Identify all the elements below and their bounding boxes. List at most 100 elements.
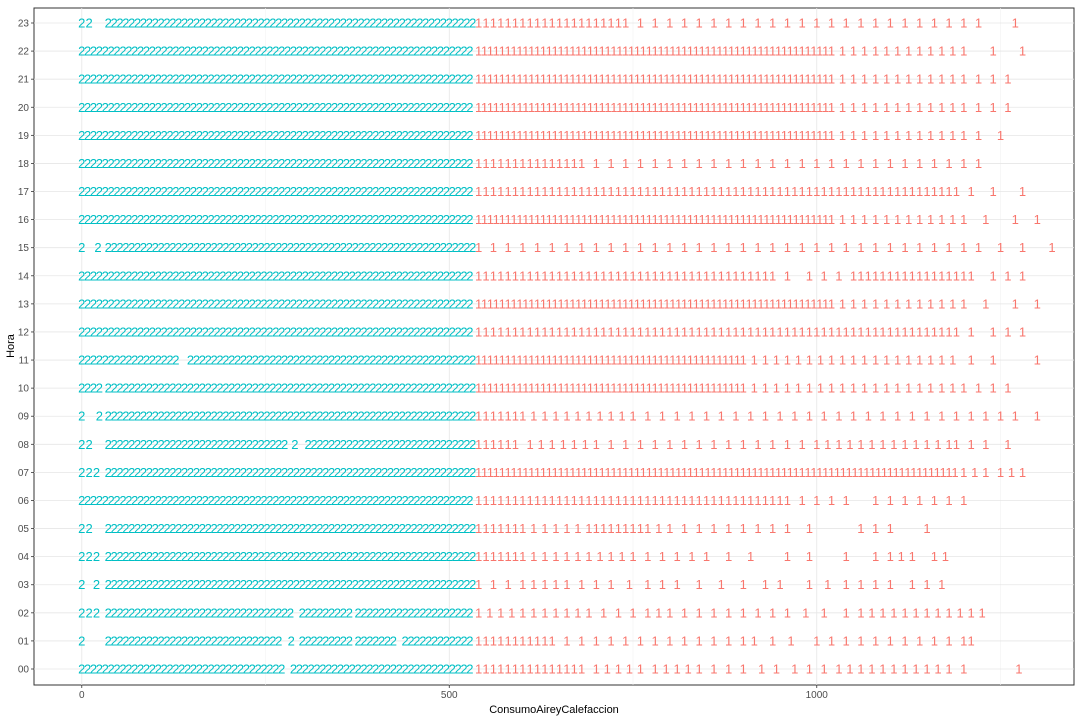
data-point: 2 — [419, 605, 426, 620]
data-point: 2 — [169, 577, 176, 592]
data-point: 2 — [313, 212, 320, 227]
data-point: 1 — [781, 100, 788, 115]
data-point: 2 — [337, 72, 344, 87]
data-point: 1 — [512, 521, 519, 536]
data-point: 1 — [534, 493, 541, 508]
data-point: 2 — [393, 240, 400, 255]
data-point: 1 — [551, 100, 558, 115]
data-point: 1 — [802, 605, 809, 620]
data-point: 1 — [626, 577, 633, 592]
data-point: 1 — [747, 409, 754, 424]
data-point: 2 — [378, 662, 385, 677]
data-point: 1 — [916, 212, 923, 227]
data-point: 1 — [499, 44, 506, 59]
data-point: 1 — [516, 212, 523, 227]
data-point: 2 — [158, 549, 165, 564]
data-point: 1 — [975, 72, 982, 87]
data-point: 1 — [747, 493, 754, 508]
data-point: 1 — [571, 156, 578, 171]
data-point: 1 — [757, 100, 764, 115]
data-point: 2 — [266, 128, 273, 143]
data-point: 2 — [249, 662, 256, 677]
data-point: 2 — [163, 381, 170, 396]
data-point: 1 — [879, 605, 886, 620]
data-point: 2 — [216, 381, 223, 396]
data-point: 2 — [263, 16, 270, 31]
data-point: 2 — [375, 465, 382, 480]
data-point: 1 — [622, 324, 629, 339]
data-point: 2 — [446, 465, 453, 480]
data-point: 2 — [228, 16, 235, 31]
data-point: 1 — [916, 381, 923, 396]
data-point: 1 — [916, 128, 923, 143]
data-point: 2 — [466, 212, 473, 227]
data-point: 1 — [835, 437, 842, 452]
data-point: 2 — [275, 521, 282, 536]
data-point: 2 — [260, 72, 267, 87]
data-point: 2 — [360, 633, 367, 648]
data-point: 1 — [820, 324, 827, 339]
data-point: 2 — [137, 212, 144, 227]
data-point: 1 — [872, 549, 879, 564]
data-point: 2 — [208, 128, 215, 143]
data-point: 2 — [113, 44, 120, 59]
data-point: 1 — [890, 437, 897, 452]
data-point: 2 — [390, 633, 397, 648]
data-point: 2 — [434, 409, 441, 424]
data-point: 2 — [113, 353, 120, 368]
data-point: 2 — [407, 324, 414, 339]
data-point: 2 — [190, 296, 197, 311]
data-point: 1 — [604, 72, 611, 87]
data-point: 2 — [399, 577, 406, 592]
data-point: 1 — [516, 100, 523, 115]
data-point: 2 — [355, 268, 362, 283]
data-point: 2 — [119, 156, 126, 171]
data-point: 1 — [698, 44, 705, 59]
data-point: 2 — [246, 605, 253, 620]
data-point: 2 — [128, 465, 135, 480]
data-point: 1 — [710, 381, 717, 396]
data-point: 2 — [231, 156, 238, 171]
data-point: 2 — [190, 100, 197, 115]
data-point: 2 — [105, 240, 112, 255]
data-point: 1 — [793, 128, 800, 143]
data-point: 1 — [575, 381, 582, 396]
data-point: 2 — [316, 633, 323, 648]
data-point: 1 — [810, 100, 817, 115]
data-point: 1 — [622, 100, 629, 115]
data-point: 2 — [78, 268, 85, 283]
data-point: 2 — [446, 549, 453, 564]
data-point: 1 — [1034, 409, 1041, 424]
data-point: 2 — [260, 493, 267, 508]
data-point: 2 — [119, 353, 126, 368]
data-point: 2 — [343, 268, 350, 283]
data-point: 1 — [1019, 240, 1026, 255]
data-point: 1 — [512, 156, 519, 171]
data-point: 2 — [246, 240, 253, 255]
data-point: 2 — [193, 381, 200, 396]
data-point: 2 — [319, 44, 326, 59]
data-point: 1 — [850, 409, 857, 424]
data-point: 2 — [105, 549, 112, 564]
data-point: 2 — [222, 633, 229, 648]
data-point: 1 — [798, 240, 805, 255]
data-point: 1 — [734, 381, 741, 396]
data-point: 2 — [375, 16, 382, 31]
data-point: 1 — [651, 128, 658, 143]
data-point: 1 — [751, 296, 758, 311]
data-point: 1 — [530, 605, 537, 620]
data-point: 1 — [696, 16, 703, 31]
data-point: 1 — [923, 605, 930, 620]
data-point: 2 — [381, 409, 388, 424]
data-point: 2 — [393, 409, 400, 424]
data-point: 1 — [1004, 100, 1011, 115]
data-point: 2 — [196, 268, 203, 283]
data-point: 2 — [140, 437, 147, 452]
data-point: 2 — [460, 128, 467, 143]
data-point: 2 — [222, 240, 229, 255]
data-point: 2 — [378, 324, 385, 339]
data-point: 1 — [534, 44, 541, 59]
data-point: 2 — [219, 184, 226, 199]
data-point: 2 — [225, 324, 232, 339]
data-point: 1 — [776, 493, 783, 508]
